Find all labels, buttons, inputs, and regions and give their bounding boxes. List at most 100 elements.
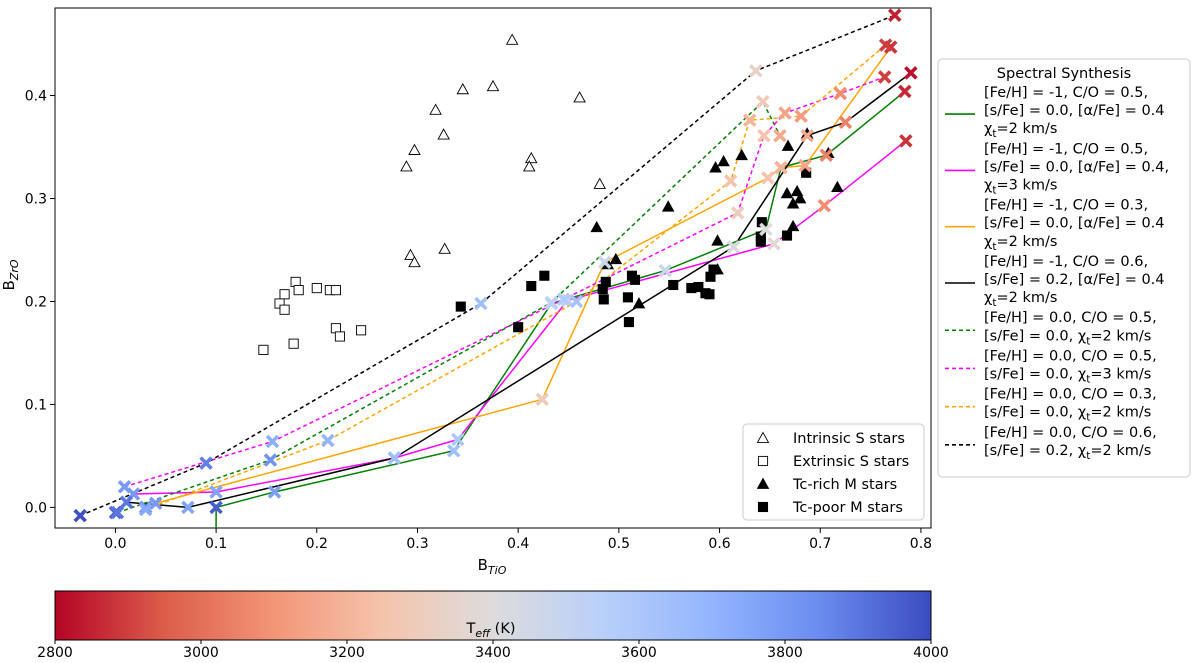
model-point [773,128,787,143]
model-line-1 [215,90,906,528]
intrinsic-s-stars-point [505,33,519,45]
model-point [838,115,853,130]
y-tick-label: 0.3 [25,191,47,207]
tc-rich-m-stars-point [661,200,675,212]
legend-label-4: Tc-poor M stars [792,500,903,516]
model-legend-text: χt=3 km/s [984,178,1057,197]
model-legend-text: [Fe/H] = 0.0, C/O = 0.3, [984,387,1157,403]
model-point [767,237,781,251]
extrinsic-s-stars-point [288,338,299,349]
extrinsic-s-stars-point [356,325,367,336]
extrinsic-s-stars-point [293,285,304,296]
tc-rich-m-stars-point [590,220,603,233]
extrinsic-s-stars-point [311,283,322,294]
models-legend-box [937,58,1191,478]
intrinsic-s-stars-point [486,79,500,92]
tc-rich-m-stars-point [735,148,748,161]
model-point [774,160,788,175]
model-point [759,222,773,237]
model-point [833,86,848,101]
model-legend-text: [Fe/H] = 0.0, C/O = 0.5, [984,348,1157,364]
intrinsic-s-stars-point [456,82,470,95]
model-point [888,8,902,22]
model-point [181,500,195,515]
colorbar-label: Teff (K) [465,621,515,640]
tc-rich-m-stars-point [781,139,795,151]
models-legend: Spectral Synthesis [Fe/H] = -1, C/O = 0.… [937,58,1191,478]
model-point [730,206,745,220]
model-legend-text: χt=2 km/s [984,234,1057,253]
x-tick-label: 0.0 [104,536,126,552]
intrinsic-s-stars-point [408,143,421,155]
tc-poor-m-stars-point [686,283,697,294]
model-legend-text: [s/Fe] = 0.0, [α/Fe] = 0.4 [984,216,1165,232]
model-point [119,495,134,510]
model-point [209,485,223,499]
model-legend-text: [Fe/H] = -1, C/O = 0.5, [984,141,1148,157]
intrinsic-s-stars-point [404,248,417,260]
model-point [451,432,465,447]
legend-marker-3 [756,477,770,489]
model-legend-text: [s/Fe] = 0.0, χt=3 km/s [984,367,1151,386]
tc-rich-m-stars-point [717,154,730,167]
intrinsic-s-stars-point [408,255,421,268]
intrinsic-s-stars-point [437,128,450,140]
model-point [267,485,282,499]
colorbar-tick-label: 3200 [329,645,365,661]
tc-poor-m-stars-point [513,322,524,333]
extrinsic-s-stars-point [330,285,341,296]
legend-label-3: Tc-rich M stars [792,477,897,493]
intrinsic-s-stars-point [429,103,442,115]
model-point [723,174,738,188]
model-point [749,64,763,78]
colorbar-tick-label: 3400 [475,645,511,661]
x-tick-label: 0.2 [306,536,328,552]
tc-rich-m-stars-point [831,180,844,193]
tc-rich-m-stars-point [786,219,800,232]
x-axis-label: BTiO [478,556,507,577]
tc-poor-m-stars-point [708,264,719,275]
legend-label-1: Intrinsic S stars [793,431,905,447]
y-tick-label: 0.2 [25,294,47,310]
tc-poor-m-stars-point [526,280,537,292]
tc-poor-m-stars-point [704,289,715,300]
observations-legend-box [742,423,925,521]
tc-rich-m-stars-point [711,234,724,246]
x-axis-ticks: 0.0 0.1 0.2 0.3 0.4 0.5 0.6 0.7 0.8 [104,528,932,552]
model-point [110,505,125,520]
model-point [794,109,808,123]
y-tick-label: 0.0 [25,500,47,516]
tc-poor-m-stars-point [629,274,641,285]
model-point [321,433,335,448]
tc-rich-m-stars-point [780,186,794,199]
model-point [798,158,812,173]
x-tick-label: 0.6 [708,536,730,552]
intrinsic-s-stars-point [573,91,586,103]
model-legend-text: [s/Fe] = 0.0, χt=2 km/s [984,405,1151,424]
model-point [800,128,814,143]
extrinsic-s-stars-point [258,344,269,355]
observations-legend: Intrinsic S stars Extrinsic S stars Tc-ric… [742,423,925,521]
plot-area: 0.0 0.1 0.2 0.3 0.4 0.5 0.6 0.7 0.8 0.0 0.1 0.2 0.3… [0,7,932,577]
model-legend-text: [s/Fe] = 0.2, [α/Fe] = 0.4 [984,272,1165,288]
model-line-6 [124,76,885,488]
colorbar-tick-label: 3800 [767,645,803,661]
tc-rich-m-stars-point [609,252,623,265]
y-tick-label: 0.4 [25,89,47,105]
model-point [209,500,223,515]
model-point [898,84,912,99]
model-point [598,255,612,270]
y-axis-label: BZrO [0,259,21,290]
model-legend-text: [Fe/H] = 0.0, C/O = 0.6, [984,425,1157,441]
tc-rich-m-stars-point [709,161,722,173]
colorbar-tick-label: 2800 [37,645,73,661]
legend-marker-2 [757,455,769,467]
tc-rich-m-stars-point [632,297,646,309]
model-legend-text: χt=2 km/s [984,121,1057,140]
tc-rich-m-stars-point [793,192,807,204]
model-legend-text: [Fe/H] = 0.0, C/O = 0.5, [984,310,1157,326]
intrinsic-s-stars-point [438,242,451,254]
model-point [877,70,892,84]
model-legend-text: [Fe/H] = -1, C/O = 0.3, [984,198,1148,214]
x-tick-label: 0.3 [406,536,428,552]
